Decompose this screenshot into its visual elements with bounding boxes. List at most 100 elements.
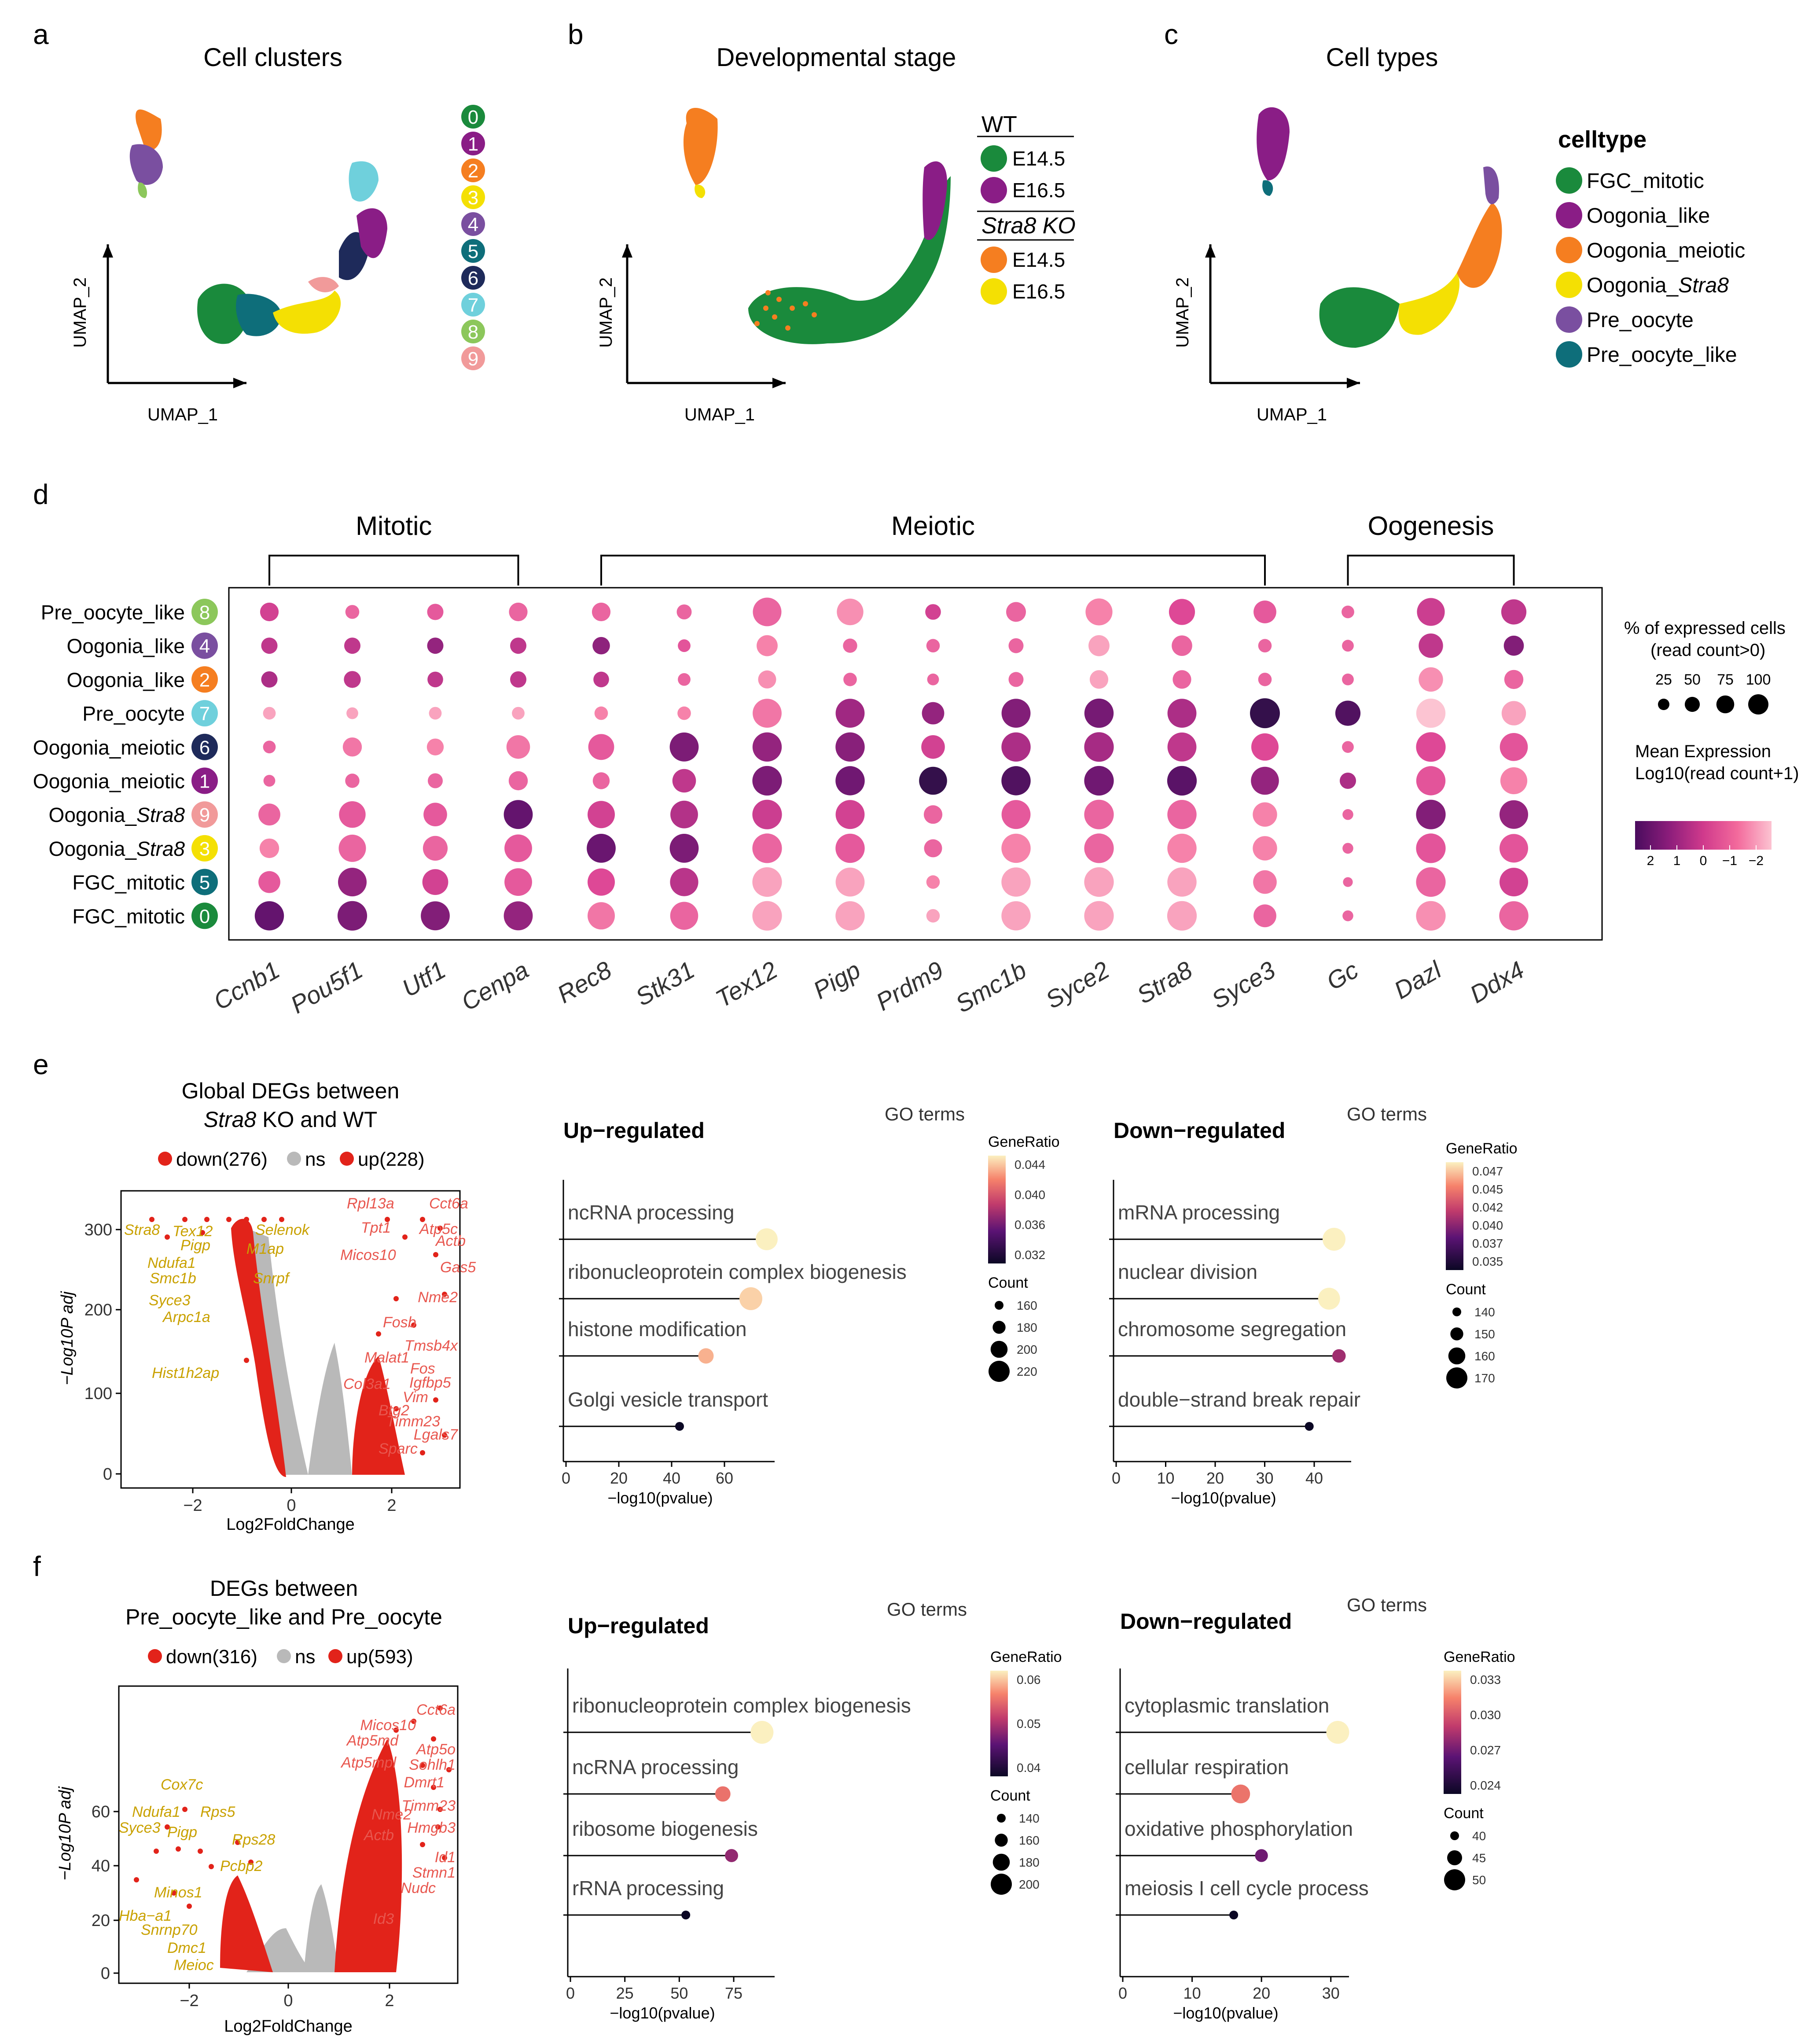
f-up-gene-5: Sohlh1 — [409, 1757, 456, 1773]
go-f-down-dot-2 — [1255, 1849, 1268, 1862]
vx-tick-label-2: 2 — [385, 1992, 394, 2010]
panel-b-letter: b — [568, 18, 584, 50]
f-down-gene-6: Pcbp2 — [220, 1858, 262, 1875]
go-chart-e-up: Up−regulated GO terms 0 20 40 60−log10(pvalue… — [559, 1104, 1060, 1507]
row-cluster-label-5: 1 — [199, 771, 210, 792]
color-legend-ticks: 2 1 0 −1 −2 — [1647, 845, 1764, 868]
dotplot-gene-groups: Mitotic Meiotic Oogenesis — [268, 511, 1515, 586]
go-f-up-xtick-label-3: 75 — [725, 1984, 742, 2002]
go-e-up-xtick-label-0: 0 — [562, 1469, 570, 1487]
panel-c-title: Cell types — [1326, 43, 1438, 72]
go-f-up-count-dot-0 — [997, 1814, 1006, 1823]
umap-c-pre-oocyte — [1483, 166, 1499, 204]
volcano-e-up-band — [352, 1356, 405, 1475]
row-cluster-label-8: 5 — [199, 872, 210, 894]
go-f-up-count-dot-1 — [995, 1834, 1008, 1847]
go-e-down-xtick-label-4: 40 — [1305, 1469, 1323, 1487]
e-down-gene-1: Tex12 — [173, 1223, 213, 1240]
cluster-legend-label-7: 7 — [468, 295, 478, 316]
volcano-f-title-1: DEGs between — [210, 1576, 358, 1601]
dot-4-Stk31 — [669, 732, 699, 762]
color-tick-label-2: 0 — [1700, 854, 1707, 868]
dot-7-Gc — [1342, 843, 1353, 854]
go-e-up-dot-2 — [698, 1348, 714, 1364]
dot-4-Syce3 — [1251, 733, 1279, 761]
go-f-down-ratio-title: GeneRatio — [1444, 1649, 1515, 1665]
gene-label-Ccnb1: Ccnb1 — [209, 956, 284, 1015]
size-legend-dot-50 — [1684, 696, 1700, 712]
e-down-gene-2: Selenok — [255, 1222, 310, 1238]
dot-4-Ccnb1 — [263, 740, 276, 754]
umap-a-cluster-5 — [236, 294, 282, 336]
f-up-gene-3: Atp5o — [415, 1741, 456, 1758]
f-up-gene-11: Id1 — [435, 1849, 456, 1866]
dot-5-Smc1b — [1001, 766, 1031, 796]
volcano-e-ns-left — [246, 1228, 308, 1475]
dot-5-Stk31 — [672, 769, 696, 793]
go-e-down-count-tick-1: 150 — [1474, 1327, 1495, 1341]
dot-2-Cenpa — [510, 671, 526, 688]
volcano-f-legend-ns-swatch — [277, 1649, 291, 1663]
dot-1-Ccnb1 — [261, 637, 278, 654]
gene-label-Dazl: Dazl — [1389, 955, 1446, 1004]
umap-c-ylabel: UMAP_2 — [1173, 277, 1192, 348]
dot-1-Stra8 — [1172, 635, 1192, 656]
legend-wt-e14-label: E14.5 — [1012, 147, 1065, 170]
dot-5-Ccnb1 — [263, 775, 276, 787]
panel-c: c Cell types UMAP_1 UMAP_2 celltype FGC_… — [1164, 18, 1745, 424]
gene-label-Cenpa: Cenpa — [456, 956, 533, 1016]
go-f-down-count-tick-2: 50 — [1472, 1873, 1486, 1887]
e-up-gene-7: Nme2 — [418, 1289, 458, 1306]
go-e-down-header: GO terms — [1347, 1104, 1427, 1124]
dot-6-Smc1b — [1001, 800, 1031, 829]
vx-tick-label-0: −2 — [183, 1496, 202, 1515]
umap-b-wt-e16 — [923, 161, 947, 240]
umap-b-x-arrow — [772, 378, 786, 388]
f-up-gene-7: Timm23 — [402, 1797, 456, 1814]
go-e-up-count-dot-1 — [992, 1321, 1006, 1334]
go-f-down-term-3: meiosis I cell cycle process — [1125, 1877, 1369, 1900]
dot-0-Syce3 — [1253, 600, 1276, 623]
vy-tick-label-1: 100 — [85, 1385, 112, 1403]
volcano-e-title-2: Stra8 KO and WT — [204, 1107, 378, 1132]
go-e-down-term-3: double−strand break repair — [1118, 1388, 1360, 1411]
row-cluster-badge-4 — [191, 733, 218, 760]
go-e-down-count-dot-2 — [1448, 1347, 1466, 1365]
go-f-down-term-1: cellular respiration — [1125, 1756, 1289, 1779]
celltype-legend-swatch-0 — [1556, 167, 1582, 194]
volcano-f-legend-up: up(593) — [346, 1646, 413, 1668]
dot-5-Pigp — [835, 766, 865, 796]
size-legend-label-50: 50 — [1684, 671, 1701, 688]
dot-4-Gc — [1342, 741, 1354, 753]
dot-2-Stra8 — [1172, 670, 1191, 689]
volcano-f-ns-right — [304, 1884, 339, 1972]
celltype-legend-swatch-3 — [1556, 272, 1582, 298]
celltype-legend-label-5: Pre_oocyte_like — [1587, 343, 1737, 367]
dot-0-Dazl — [1417, 598, 1445, 626]
cluster-legend: 0 1 2 3 4 5 6 7 8 9 — [461, 105, 485, 370]
celltype-legend-italic: Stra8 — [1678, 274, 1729, 297]
f-down-gene-8: Hba−a1 — [119, 1908, 172, 1924]
umap-a-y-arrow — [103, 244, 113, 258]
go-f-up-ratio-title: GeneRatio — [990, 1649, 1062, 1665]
dot-2-Syce2 — [1089, 670, 1109, 689]
dot-7-Stra8 — [1167, 833, 1197, 863]
go-e-down-ratio-tick-3: 0.040 — [1472, 1219, 1503, 1232]
cluster-legend-badge-9 — [461, 346, 485, 370]
e-up-gene-11: Fos — [410, 1360, 435, 1377]
row-label-7: Oogonia_Stra8 — [49, 837, 185, 860]
go-f-up-count-tick-3: 200 — [1019, 1878, 1040, 1891]
vx-tick-label-2: 2 — [387, 1496, 396, 1515]
dot-0-Prdm9 — [925, 604, 941, 620]
row-cluster-label-7: 3 — [199, 838, 210, 860]
dot-2-Prdm9 — [927, 674, 939, 685]
umap-a-x-arrow — [233, 378, 246, 388]
go-e-down-term-1: nuclear division — [1118, 1260, 1257, 1283]
dot-7-Syce2 — [1084, 833, 1114, 863]
umap-c-oogonia-meiotic — [1457, 203, 1502, 288]
dot-8-Syce2 — [1084, 867, 1114, 897]
go-f-up-count-dot-3 — [991, 1874, 1012, 1895]
umap-b-xlabel: UMAP_1 — [684, 405, 755, 424]
legend-wt-e14-swatch — [981, 145, 1007, 172]
go-e-up-term-0: ncRNA processing — [568, 1201, 734, 1224]
